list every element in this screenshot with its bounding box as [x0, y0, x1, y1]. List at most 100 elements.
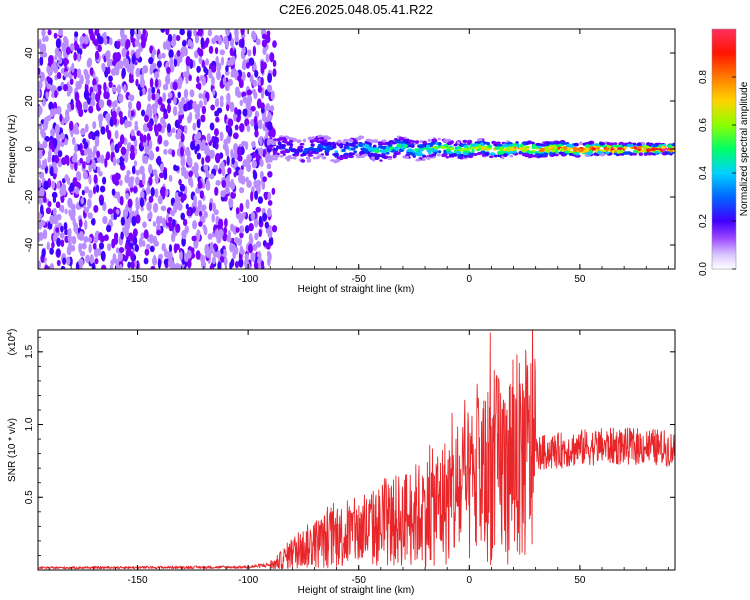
heatmap-cell: [66, 103, 71, 110]
heatmap-cell: [224, 218, 228, 228]
heatmap-cell: [142, 29, 147, 38]
heatmap-cell: [64, 229, 69, 236]
heatmap-cell: [56, 213, 62, 221]
colorbar-tick-label: 0.2: [698, 214, 709, 228]
heatmap-cell: [218, 228, 224, 239]
heatmap-cell: [259, 135, 263, 147]
heatmap-cell: [269, 104, 275, 112]
heatmap-cell: [248, 223, 254, 232]
heatmap-cell: [246, 180, 252, 188]
heatmap-cell: [613, 142, 618, 145]
heatmap-cell: [216, 69, 221, 81]
heatmap-cell: [97, 247, 102, 256]
heatmap-cell: [484, 141, 490, 145]
heatmap-cell: [262, 240, 267, 247]
heatmap-cell: [545, 141, 550, 145]
heatmap-cell: [535, 153, 541, 157]
heatmap-cell: [250, 191, 254, 202]
heatmap-cell: [200, 114, 205, 123]
heatmap-cell: [490, 152, 496, 157]
heatmap-cell: [503, 143, 508, 148]
heatmap-cell: [422, 154, 427, 158]
heatmap-cell: [49, 166, 54, 177]
heatmap-cell: [477, 151, 482, 156]
heatmap-cell: [246, 89, 253, 96]
heatmap-cell: [258, 229, 262, 238]
heatmap-cell: [214, 98, 220, 108]
heatmap-cell: [327, 141, 333, 146]
heatmap-cell: [279, 144, 284, 149]
heatmap-cell: [205, 68, 209, 76]
heatmap-cell: [85, 254, 91, 264]
heatmap-cell: [67, 85, 73, 94]
x-tick-label: -50: [351, 274, 366, 285]
heatmap-cell: [45, 207, 52, 215]
heatmap-cell: [105, 124, 109, 134]
heatmap-cell: [41, 97, 47, 107]
heatmap-cell: [219, 95, 224, 103]
x-tick-label: -150: [128, 575, 148, 586]
heatmap-cell: [155, 215, 161, 226]
heatmap-cell: [215, 56, 219, 65]
heatmap-cell: [211, 213, 215, 223]
heatmap-cell: [152, 202, 159, 213]
heatmap-cell: [220, 247, 224, 255]
heatmap-cell: [117, 252, 123, 262]
heatmap-cell: [100, 250, 106, 261]
heatmap-cell: [257, 119, 263, 129]
heatmap-cell: [81, 189, 86, 196]
heatmap-cell: [267, 72, 273, 84]
heatmap-cell: [147, 92, 152, 102]
heatmap-cell: [519, 143, 524, 148]
heatmap-cell: [97, 89, 102, 96]
heatmap-cell: [231, 243, 236, 252]
heatmap-cell: [90, 99, 96, 107]
heatmap-cell: [575, 153, 580, 156]
heatmap-cell: [217, 168, 222, 175]
heatmap-cell: [84, 141, 89, 149]
heatmap-cell: [307, 158, 312, 162]
heatmap-cell: [105, 151, 111, 161]
heatmap-cell: [76, 68, 82, 79]
heatmap-cell: [82, 101, 89, 111]
heatmap-cell: [466, 141, 471, 146]
heatmap-cell: [54, 90, 58, 99]
heatmap-cell: [42, 229, 48, 240]
heatmap-cell: [144, 145, 150, 155]
heatmap-cell: [111, 86, 118, 93]
heatmap-cell: [398, 137, 405, 141]
heatmap-cell: [254, 232, 259, 241]
heatmap-cell: [222, 76, 226, 86]
heatmap-cell: [281, 150, 286, 154]
heatmap-cell: [415, 140, 419, 144]
heatmap-cell: [90, 218, 96, 226]
heatmap-cell: [67, 228, 72, 237]
heatmap-cell: [116, 40, 121, 49]
heatmap-cell: [638, 145, 643, 150]
heatmap-cell: [297, 146, 302, 149]
heatmap-cell: [632, 142, 637, 146]
heatmap-cell: [449, 153, 455, 158]
heatmap-cell: [181, 236, 186, 247]
heatmap-cell: [129, 29, 135, 37]
heatmap-cell: [512, 150, 517, 154]
heatmap-cell: [372, 144, 377, 149]
heatmap-cell: [237, 75, 242, 82]
heatmap-cell: [89, 31, 95, 41]
heatmap-cell: [207, 29, 213, 37]
heatmap-cell: [64, 208, 68, 215]
heatmap-cell: [78, 258, 84, 267]
heatmap-cell: [108, 218, 113, 227]
heatmap-cell: [334, 152, 339, 156]
heatmap-cell: [181, 40, 187, 47]
heatmap-cell: [142, 134, 147, 143]
heatmap-cell: [188, 175, 193, 186]
heatmap-cell: [44, 35, 49, 42]
heatmap-cell: [460, 147, 466, 152]
heatmap-cell: [238, 173, 243, 184]
heatmap-cell: [63, 84, 68, 92]
heatmap-cell: [150, 265, 156, 269]
heatmap-cell: [70, 244, 76, 252]
heatmap-cell: [209, 122, 215, 131]
heatmap-cell: [86, 59, 91, 68]
